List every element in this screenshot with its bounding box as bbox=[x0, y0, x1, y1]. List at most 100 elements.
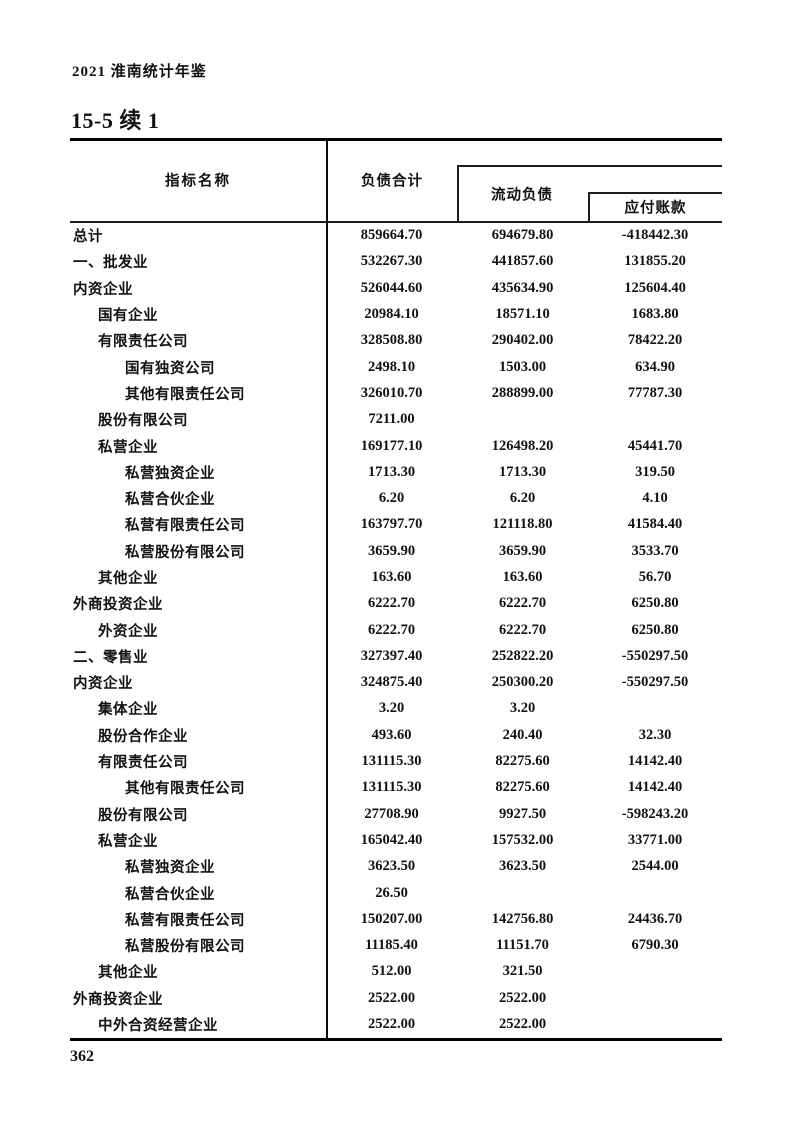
value-cell: 125604.40 bbox=[624, 279, 686, 296]
value-cell: 163.60 bbox=[502, 569, 543, 585]
value-cell: 3.20 bbox=[378, 700, 405, 717]
value-cell: -598243.20 bbox=[621, 805, 689, 822]
value-cell: 6790.30 bbox=[631, 937, 679, 954]
value-cell: 435634.90 bbox=[491, 279, 554, 296]
indicator-cell: 二、零售业 bbox=[73, 649, 148, 666]
value-cell: 327397.40 bbox=[360, 647, 423, 664]
table-row: 股份合作企业 493.60 240.40 32.30 bbox=[70, 722, 722, 748]
value-cell: 3533.70 bbox=[631, 542, 679, 559]
indicator-cell: 一、批发业 bbox=[73, 255, 148, 272]
table-bottom-rule bbox=[70, 1038, 722, 1041]
indicator-cell: 集体企业 bbox=[98, 702, 158, 719]
value-cell: 56.70 bbox=[638, 569, 672, 585]
value-cell: 240.40 bbox=[502, 726, 543, 743]
indicator-cell: 外商投资企业 bbox=[73, 991, 163, 1008]
table-row: 国有企业 20984.10 18571.10 1683.80 bbox=[70, 301, 722, 327]
value-cell: 14142.40 bbox=[627, 753, 683, 770]
indicator-cell: 私营有限责任公司 bbox=[125, 912, 245, 929]
value-cell: 18571.10 bbox=[495, 306, 550, 323]
indicator-cell: 有限责任公司 bbox=[98, 334, 188, 351]
indicator-cell: 其他有限责任公司 bbox=[125, 781, 245, 798]
accounts-payable-box-left-line bbox=[588, 192, 590, 222]
value-cell: 1713.30 bbox=[367, 463, 416, 480]
value-cell: 121118.80 bbox=[492, 516, 553, 533]
yearbook-title: 2021 淮南统计年鉴 bbox=[72, 64, 207, 80]
value-cell: 2544.00 bbox=[631, 858, 679, 875]
value-cell: 321.50 bbox=[502, 963, 543, 980]
table-row: 私营合伙企业 6.20 6.20 4.10 bbox=[70, 485, 722, 511]
table-row: 内资企业 526044.60 435634.90 125604.40 bbox=[70, 275, 722, 301]
indicator-cell: 股份有限公司 bbox=[98, 807, 188, 824]
table-row: 私营股份有限公司 11185.40 11151.70 6790.30 bbox=[70, 933, 722, 959]
column-header-indicator: 指标名称 bbox=[165, 173, 231, 190]
indicator-cell: 其他企业 bbox=[98, 965, 158, 982]
table-row: 私营股份有限公司 3659.90 3659.90 3533.70 bbox=[70, 538, 722, 564]
indicator-cell: 内资企业 bbox=[73, 676, 133, 693]
value-cell: 859664.70 bbox=[360, 227, 423, 244]
value-cell: 1683.80 bbox=[631, 306, 679, 323]
current-liabilities-box-left-line bbox=[457, 165, 459, 222]
indicator-cell: 其他有限责任公司 bbox=[125, 386, 245, 403]
value-cell: 2498.10 bbox=[367, 358, 416, 375]
column-header-current-liabilities: 流动负债 bbox=[491, 187, 553, 204]
value-cell: 6222.70 bbox=[367, 595, 416, 612]
table-row: 私营有限责任公司 150207.00 142756.80 24436.70 bbox=[70, 906, 722, 932]
indicator-cell: 私营合伙企业 bbox=[125, 492, 215, 509]
value-cell: 20984.10 bbox=[364, 306, 419, 323]
accounts-payable-box-top-line bbox=[588, 192, 722, 194]
value-cell: 3623.50 bbox=[367, 858, 416, 875]
value-cell: 493.60 bbox=[371, 726, 412, 743]
indicator-cell: 股份有限公司 bbox=[98, 413, 188, 430]
table-row: 一、批发业 532267.30 441857.60 131855.20 bbox=[70, 249, 722, 275]
value-cell: -550297.50 bbox=[621, 647, 689, 664]
table-row: 集体企业 3.20 3.20 bbox=[70, 696, 722, 722]
value-cell: 252822.20 bbox=[491, 647, 554, 664]
indicator-cell: 私营有限责任公司 bbox=[125, 518, 245, 535]
value-cell: 24436.70 bbox=[627, 910, 683, 927]
value-cell: 78422.20 bbox=[627, 332, 683, 349]
value-cell: 163.60 bbox=[371, 569, 412, 585]
value-cell: 634.90 bbox=[635, 358, 675, 375]
value-cell: 1713.30 bbox=[498, 463, 547, 480]
indicator-cell: 私营企业 bbox=[98, 439, 158, 456]
indicator-cell: 国有独资公司 bbox=[125, 360, 215, 377]
value-cell: 169177.10 bbox=[360, 437, 423, 454]
value-cell: 7211.00 bbox=[368, 411, 415, 428]
table-row: 总计 859664.70 694679.80 -418442.30 bbox=[70, 223, 722, 249]
value-cell: 32.30 bbox=[638, 726, 672, 743]
value-cell: 126498.20 bbox=[491, 437, 554, 454]
value-cell: 11185.40 bbox=[365, 937, 418, 954]
value-cell: 6250.80 bbox=[631, 621, 679, 638]
table-row: 二、零售业 327397.40 252822.20 -550297.50 bbox=[70, 643, 722, 669]
value-cell: 288899.00 bbox=[491, 384, 554, 401]
value-cell: 3659.90 bbox=[498, 542, 547, 559]
value-cell: 250300.20 bbox=[491, 674, 554, 691]
value-cell: 157532.00 bbox=[491, 831, 554, 848]
table-row: 股份有限公司 27708.90 9927.50 -598243.20 bbox=[70, 801, 722, 827]
value-cell: 290402.00 bbox=[491, 332, 554, 349]
indicator-cell: 私营合伙企业 bbox=[125, 886, 215, 903]
value-cell: 6222.70 bbox=[367, 621, 416, 638]
value-cell: 3.20 bbox=[509, 700, 536, 717]
table-row: 其他有限责任公司 326010.70 288899.00 77787.30 bbox=[70, 380, 722, 406]
indicator-cell: 私营独资企业 bbox=[125, 465, 215, 482]
table-row: 有限责任公司 328508.80 290402.00 78422.20 bbox=[70, 328, 722, 354]
current-liabilities-box-top-line bbox=[457, 165, 722, 167]
table-body: 总计 859664.70 694679.80 -418442.30 一、批发业 53226… bbox=[70, 223, 722, 1038]
value-cell: -418442.30 bbox=[621, 227, 689, 244]
table-row: 内资企业 324875.40 250300.20 -550297.50 bbox=[70, 670, 722, 696]
table-row: 外商投资企业 2522.00 2522.00 bbox=[70, 985, 722, 1011]
column-divider-line bbox=[326, 138, 328, 1040]
indicator-cell: 私营企业 bbox=[98, 833, 158, 850]
indicator-cell: 私营股份有限公司 bbox=[125, 544, 245, 561]
value-cell: 33771.00 bbox=[627, 831, 683, 848]
table-number-heading: 15-5 续 1 bbox=[71, 108, 160, 133]
value-cell: 14142.40 bbox=[627, 779, 683, 796]
table-row: 股份有限公司 7211.00 bbox=[70, 407, 722, 433]
table-row: 私营独资企业 1713.30 1713.30 319.50 bbox=[70, 459, 722, 485]
value-cell: 4.10 bbox=[642, 490, 668, 507]
table-row: 外商投资企业 6222.70 6222.70 6250.80 bbox=[70, 591, 722, 617]
value-cell: 82275.60 bbox=[495, 779, 550, 796]
indicator-cell: 中外合资经营企业 bbox=[98, 1018, 218, 1035]
column-header-accounts-payable: 应付账款 bbox=[624, 200, 687, 217]
